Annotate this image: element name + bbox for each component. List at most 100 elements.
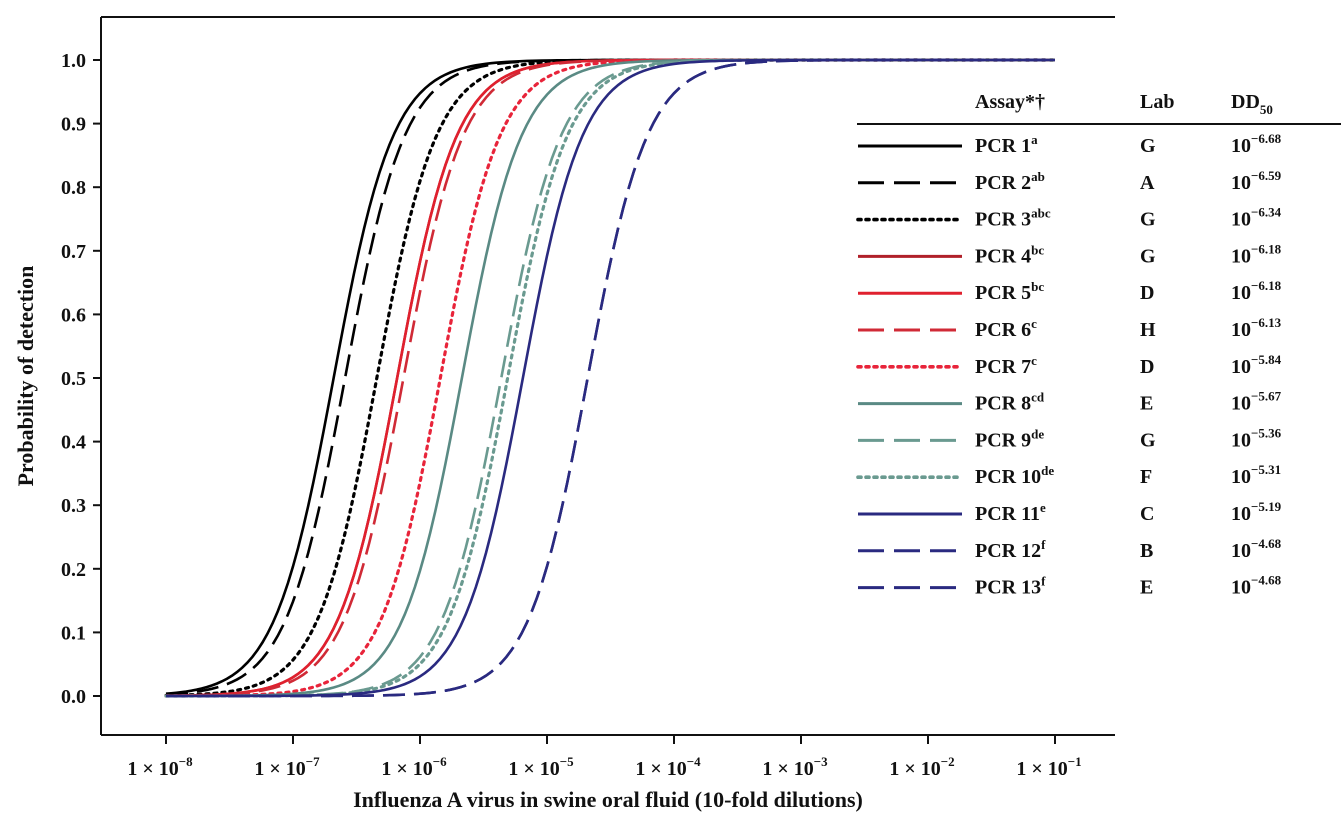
y-tick-label: 0.0: [61, 686, 86, 708]
x-tick-mantissa: 1 × 10: [762, 758, 813, 780]
legend-dd50-exponent: −6.18: [1251, 278, 1282, 293]
x-tick-exponent: −6: [433, 754, 447, 769]
x-tick-mantissa: 1 × 10: [635, 758, 686, 780]
legend-dd50: 10−6.13: [1231, 315, 1282, 341]
x-tick-exponent: −7: [306, 754, 320, 769]
legend-assay-name: PCR 6c: [975, 316, 1037, 341]
x-axis-ticks: 1 × 10−8 1 × 10−7 1 × 10−6 1 × 10−5 1 × 10−4…: [127, 735, 1082, 780]
y-tick-label: 0.7: [61, 241, 86, 263]
legend-assay-name: PCR 1a: [975, 132, 1038, 157]
y-tick-label: 0.1: [61, 622, 86, 644]
legend-dd50: 10−5.19: [1231, 499, 1282, 525]
x-tick-exponent: −1: [1068, 754, 1082, 769]
legend-assay-label: PCR 8: [975, 393, 1031, 415]
series-curve-6: [165, 58, 1055, 698]
legend-header-lab: Lab: [1140, 91, 1174, 113]
legend-assay-superscript: cd: [1031, 390, 1045, 405]
x-tick-exponent: −2: [941, 754, 955, 769]
legend-dd50-base: 10: [1231, 429, 1251, 451]
legend-assay-name: PCR 3abc: [975, 206, 1051, 231]
x-tick-label: 1 × 10−8: [127, 754, 193, 780]
legend-dd50: 10−6.34: [1231, 205, 1282, 231]
legend-dd50-base: 10: [1231, 172, 1251, 194]
legend-dd50-exponent: −6.68: [1251, 131, 1282, 146]
legend-lab: H: [1140, 319, 1156, 341]
legend-assay-superscript: a: [1031, 132, 1038, 147]
x-tick-mantissa: 1 × 10: [1016, 758, 1067, 780]
legend-dd50-base: 10: [1231, 135, 1251, 157]
legend-assay-superscript: e: [1040, 500, 1046, 515]
series-curve-7: [164, 58, 1057, 698]
legend-assay-name: PCR 5bc: [975, 279, 1044, 304]
legend-dd50: 10−5.31: [1231, 462, 1281, 488]
y-axis-ticks: 0.0 0.1 0.2 0.3 0.4 0.5 0.6 0.7 0.8 0.9 1.0: [61, 50, 101, 708]
y-axis-title: Probability of detection: [13, 266, 38, 487]
legend-dd50-exponent: −5.36: [1251, 425, 1282, 440]
legend-dd50: 10−6.18: [1231, 278, 1282, 304]
legend-lab: D: [1140, 282, 1154, 304]
legend-assay-label: PCR 7: [975, 356, 1031, 378]
legend-dd50-base: 10: [1231, 209, 1251, 231]
legend-dd50-base: 10: [1231, 503, 1251, 525]
legend-assay-label: PCR 1: [975, 135, 1031, 157]
legend-dd50-exponent: −6.34: [1251, 205, 1282, 220]
x-tick-label: 1 × 10−1: [1016, 754, 1081, 780]
legend-dd50-base: 10: [1231, 282, 1251, 304]
legend-lab: G: [1140, 209, 1156, 231]
legend-assay-name: PCR 13f: [975, 574, 1046, 599]
x-tick-mantissa: 1 × 10: [381, 758, 432, 780]
legend-dd50: 10−4.68: [1231, 573, 1282, 599]
x-tick-mantissa: 1 × 10: [508, 758, 559, 780]
legend-lab: G: [1140, 135, 1156, 157]
legend-dd50-base: 10: [1231, 540, 1251, 562]
legend-assay-superscript: de: [1031, 426, 1044, 441]
legend-dd50-base: 10: [1231, 393, 1251, 415]
legend-lab: E: [1140, 393, 1153, 415]
legend-assay-name: PCR 7c: [975, 353, 1037, 378]
x-tick-label: 1 × 10−6: [381, 754, 447, 780]
series-curve-4: [165, 58, 1055, 698]
legend-dd50: 10−6.59: [1231, 168, 1282, 194]
legend-assay-name: PCR 4bc: [975, 242, 1044, 267]
legend-dd50: 10−5.36: [1231, 425, 1282, 451]
legend-assay-superscript: f: [1041, 537, 1046, 552]
legend-dd50-exponent: −6.13: [1251, 315, 1282, 330]
legend-assay-superscript: c: [1031, 316, 1037, 331]
legend-header-dd50: DD50: [1231, 91, 1273, 117]
legend-dd50-exponent: −5.67: [1251, 389, 1282, 404]
x-tick-label: 1 × 10−2: [889, 754, 954, 780]
x-tick-exponent: −3: [814, 754, 828, 769]
y-tick-label: 0.2: [61, 559, 86, 581]
x-tick-exponent: −5: [560, 754, 574, 769]
y-tick-label: 0.8: [61, 177, 86, 199]
legend-assay-label: PCR 10: [975, 466, 1041, 488]
legend-dd50: 10−5.84: [1231, 352, 1282, 378]
legend-assay-superscript: bc: [1031, 242, 1044, 257]
legend-dd50-exponent: −6.59: [1251, 168, 1282, 183]
x-tick-mantissa: 1 × 10: [254, 758, 305, 780]
series-curve-11: [166, 58, 1055, 698]
legend-assay-name: PCR 12f: [975, 537, 1046, 562]
legend-dd50-exponent: −5.19: [1251, 499, 1282, 514]
legend-assay-name: PCR 11e: [975, 500, 1046, 525]
y-tick-label: 0.6: [61, 304, 86, 326]
legend-dd50-exponent: −4.68: [1251, 536, 1282, 551]
x-tick-exponent: −8: [179, 754, 193, 769]
legend-assay-superscript: de: [1041, 463, 1054, 478]
x-tick-mantissa: 1 × 10: [127, 758, 178, 780]
legend-assay-label: PCR 3: [975, 209, 1031, 231]
legend-dd50-exponent: −5.84: [1251, 352, 1282, 367]
legend-assay-superscript: ab: [1031, 169, 1045, 184]
series-curve-8: [165, 58, 1055, 698]
legend-assay-name: PCR 8cd: [975, 390, 1045, 415]
series-curve-13: [166, 58, 1055, 698]
legend-dd50-exponent: −6.18: [1251, 241, 1282, 256]
legend-dd50: 10−6.18: [1231, 241, 1282, 267]
legend-assay-superscript: c: [1031, 353, 1037, 368]
legend-assay-label: PCR 9: [975, 429, 1031, 451]
legend-assay-superscript: abc: [1031, 206, 1051, 221]
legend-header-dd50-base: DD: [1231, 91, 1260, 113]
